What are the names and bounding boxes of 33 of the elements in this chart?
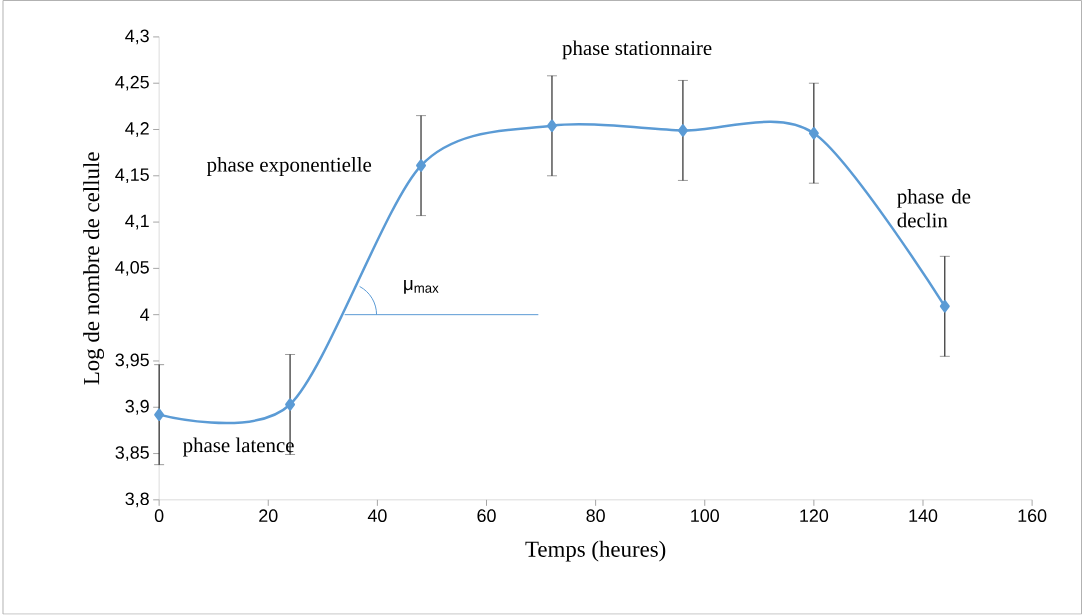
y-tick-label: 4,05 bbox=[115, 261, 149, 276]
x-tick-label: 40 bbox=[367, 509, 387, 523]
point bbox=[285, 398, 296, 411]
x-tick-label: 20 bbox=[259, 509, 278, 523]
y-tick-label: 4 bbox=[140, 308, 150, 322]
y-tick-label: 4,15 bbox=[115, 168, 149, 184]
y-tick-label: 3,9 bbox=[125, 400, 149, 415]
point bbox=[677, 124, 688, 137]
x-tick-label: 80 bbox=[586, 509, 605, 523]
x-tick-label: 0 bbox=[154, 509, 164, 523]
x-axis-title: Temps (heures) bbox=[525, 541, 666, 562]
y-tick-label: 4,25 bbox=[115, 76, 149, 91]
annotation: μ$_{max}$ bbox=[404, 280, 439, 294]
x-tick-label: 140 bbox=[909, 509, 938, 523]
x-tick-label: 100 bbox=[691, 509, 719, 523]
point bbox=[546, 119, 557, 133]
point bbox=[808, 127, 819, 140]
y-tick-label: 4,1 bbox=[125, 214, 149, 230]
annotation: phase de declin bbox=[897, 189, 971, 228]
x-tick-label: 160 bbox=[1018, 509, 1047, 523]
annotation: phase stationnaire bbox=[562, 40, 712, 60]
x-tick-label: 120 bbox=[800, 509, 829, 523]
point bbox=[416, 159, 427, 173]
y-tick-label: 3,95 bbox=[115, 353, 149, 369]
point bbox=[939, 300, 950, 313]
y-tick-label: 3,8 bbox=[125, 492, 149, 508]
annotation: phase exponentielle bbox=[206, 157, 372, 177]
y-tick-label: 4,3 bbox=[125, 29, 149, 45]
y-tick-label: 4,2 bbox=[125, 122, 149, 138]
y-tick-label: 3,85 bbox=[115, 446, 149, 462]
point bbox=[154, 408, 165, 422]
x-tick-label: 60 bbox=[477, 509, 496, 523]
y-axis-title: Log de nombre de cellule bbox=[83, 152, 104, 385]
